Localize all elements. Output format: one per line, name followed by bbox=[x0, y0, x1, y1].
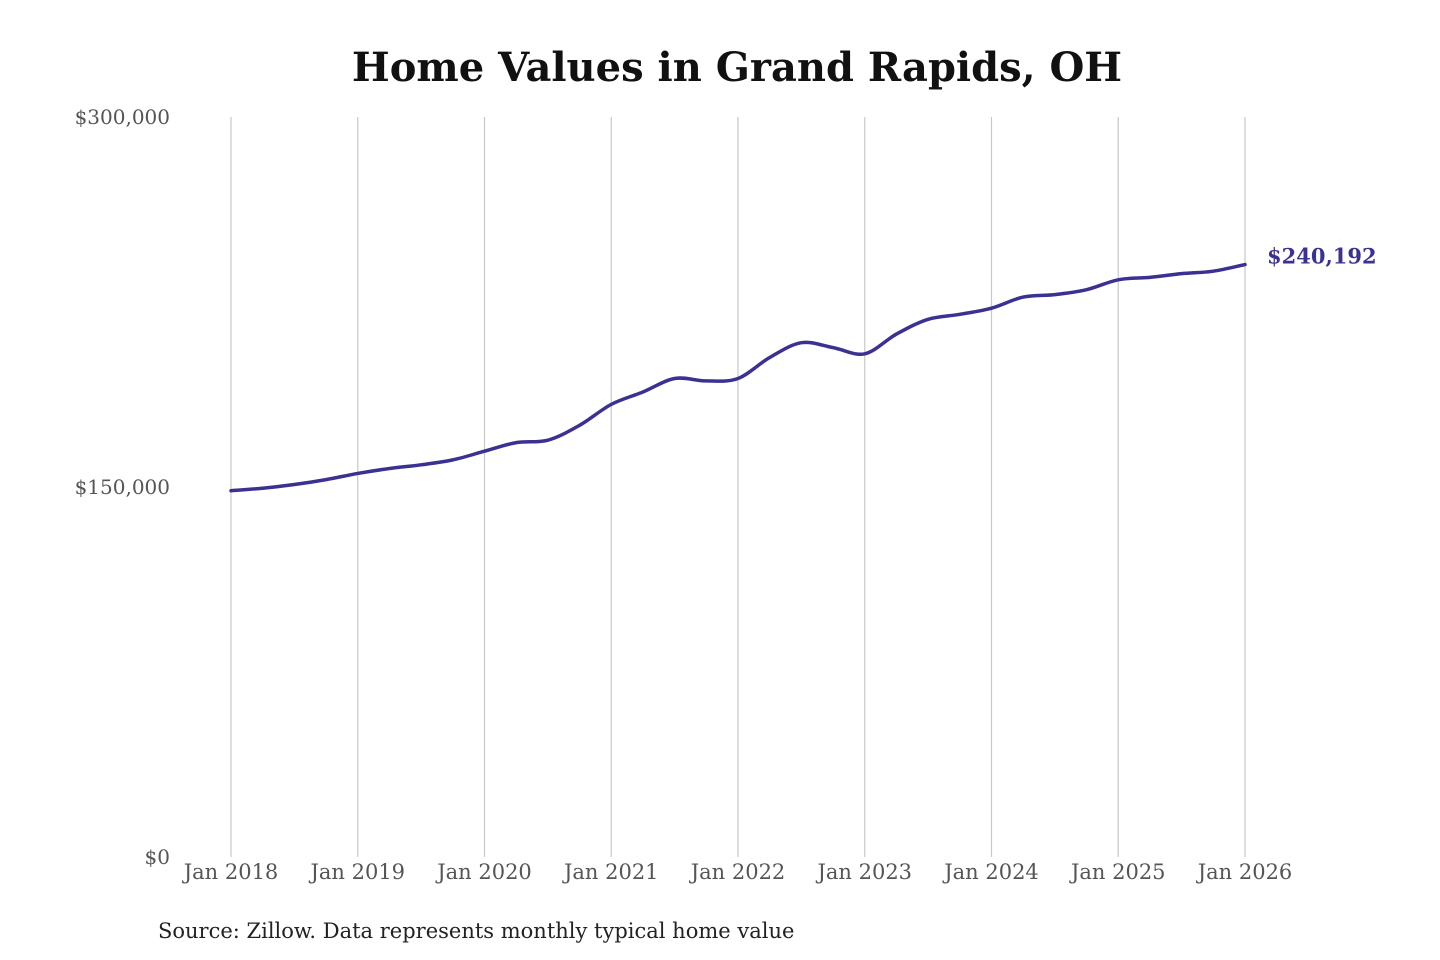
end-value-label: $240,192 bbox=[1267, 244, 1377, 269]
y-axis-ticks: $0 $150,000 $300,000 bbox=[75, 105, 170, 869]
x-tick-label-2018: Jan 2018 bbox=[182, 860, 279, 884]
x-axis-ticks: Jan 2018 Jan 2019 Jan 2020 Jan 2021 Jan 2022… bbox=[182, 860, 1293, 884]
x-tick-label-2024: Jan 2024 bbox=[942, 860, 1039, 884]
x-tick-label-2022: Jan 2022 bbox=[689, 860, 786, 884]
x-tick-label-2019: Jan 2019 bbox=[308, 860, 405, 884]
y-tick-label-150000: $150,000 bbox=[75, 475, 170, 499]
chart-title: Home Values in Grand Rapids, OH bbox=[352, 44, 1122, 91]
y-tick-label-0: $0 bbox=[145, 845, 170, 869]
series-line-home-value bbox=[229, 262, 1247, 493]
x-tick-label-2023: Jan 2023 bbox=[815, 860, 912, 884]
grid-lines bbox=[230, 117, 1246, 857]
x-tick-label-2025: Jan 2025 bbox=[1069, 860, 1166, 884]
x-tick-label-2021: Jan 2021 bbox=[562, 860, 659, 884]
x-tick-label-2026: Jan 2026 bbox=[1196, 860, 1293, 884]
source-note: Source: Zillow. Data represents monthly … bbox=[158, 919, 794, 943]
x-tick-label-2020: Jan 2020 bbox=[435, 860, 532, 884]
y-tick-label-300000: $300,000 bbox=[75, 105, 170, 129]
